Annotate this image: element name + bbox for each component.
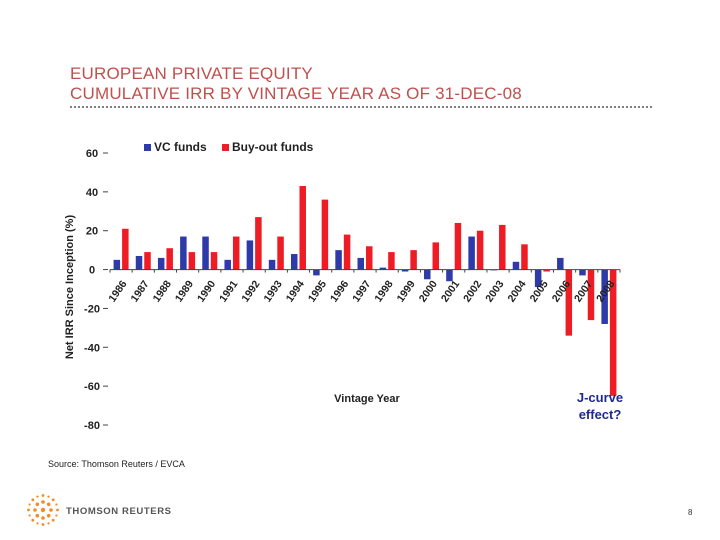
slide-title: EUROPEAN PRIVATE EQUITY CUMULATIVE IRR B… (70, 64, 652, 108)
y-tick-label: 60 (86, 148, 98, 160)
buyout-bar (122, 228, 129, 270)
buyout-bar (476, 230, 484, 270)
page-number: 8 (688, 508, 693, 517)
buyout-bar (609, 269, 617, 396)
x-tick-label: 1992 (239, 278, 262, 304)
legend-label-vc: VC funds (154, 140, 207, 154)
buyout-bar (454, 222, 462, 270)
x-tick-label: 1998 (372, 278, 395, 304)
x-tick-label: 1993 (262, 278, 285, 304)
vc-bar (512, 261, 520, 270)
x-tick-label: 1990 (195, 278, 218, 304)
thomson-reuters-logo-icon (27, 494, 59, 526)
buyout-bar (388, 252, 395, 270)
buyout-bar (188, 252, 196, 270)
x-tick-label: 1986 (106, 278, 129, 304)
x-tick-label: 1988 (151, 278, 174, 304)
legend-swatch-vc (144, 144, 151, 151)
title-line-1: EUROPEAN PRIVATE EQUITY (70, 64, 313, 83)
legend-swatch-buyout (222, 144, 229, 151)
j-curve-annotation: J-curve effect? (577, 390, 623, 422)
buyout-bar (410, 250, 417, 270)
vc-bar (113, 259, 121, 270)
x-tick-label: 1989 (173, 278, 196, 304)
y-tick-label: 20 (86, 226, 98, 238)
x-tick-label: 1996 (328, 278, 351, 304)
y-tick-label: -60 (84, 381, 100, 393)
buyout-bar (144, 252, 151, 270)
x-axis-title: Vintage Year (334, 393, 400, 405)
brand-name: THOMSON REUTERS (66, 506, 172, 517)
legend-label-buyout: Buy-out funds (232, 140, 314, 154)
y-axis-title: Net IRR Since Inception (%) (64, 215, 76, 360)
vc-bar (180, 236, 187, 270)
vc-bar (579, 269, 586, 276)
vc-bar (268, 259, 276, 270)
buyout-bar (587, 269, 595, 321)
buyout-bar (321, 199, 329, 270)
source-note: Source: Thomson Reuters / EVCA (48, 459, 185, 469)
vc-bar (202, 236, 209, 270)
x-tick-label: 2000 (417, 278, 440, 304)
vc-bar (468, 236, 475, 270)
title-line-2: CUMULATIVE IRR BY VINTAGE YEAR AS OF 31-… (70, 84, 522, 103)
buyout-bar (499, 224, 506, 270)
buyout-bar (432, 242, 440, 270)
buyout-bar (565, 269, 573, 336)
vc-bar (290, 254, 298, 270)
vc-bar (357, 257, 364, 270)
vc-bar (424, 269, 431, 280)
buyout-bar (232, 236, 240, 270)
buyout-bar (255, 217, 262, 270)
x-tick-label: 2002 (461, 278, 484, 304)
y-tick-label: -20 (84, 303, 100, 315)
y-tick-label: -40 (84, 342, 100, 354)
x-tick-label: 1997 (350, 278, 373, 304)
buyout-bar (210, 252, 218, 270)
x-tick-label: 1991 (217, 278, 240, 304)
x-tick-label: 2001 (439, 278, 462, 304)
x-tick-label: 2003 (483, 278, 506, 304)
x-tick-label: 2004 (505, 278, 528, 304)
vc-bar (534, 269, 542, 288)
vc-bar (135, 255, 143, 270)
buyout-bar (521, 244, 528, 270)
buyout-bar (277, 236, 284, 270)
buyout-bar (343, 234, 351, 270)
vc-bar (557, 257, 564, 270)
x-tick-label: 1987 (128, 278, 151, 304)
x-tick-label: 1994 (284, 278, 307, 304)
x-tick-label: 2005 (528, 278, 551, 304)
vc-bar (335, 250, 342, 270)
buyout-bar (543, 269, 550, 272)
buyout-bar (366, 246, 373, 270)
vc-bar (246, 240, 254, 270)
buyout-bar (299, 186, 306, 270)
y-tick-label: 40 (86, 187, 98, 199)
vc-bar (401, 269, 409, 272)
vc-bar (313, 269, 320, 276)
x-tick-label: 1999 (395, 278, 418, 304)
vc-bar (224, 259, 231, 270)
vc-bar (446, 269, 453, 282)
vc-bar (379, 267, 387, 270)
y-tick-label: 0 (89, 265, 95, 277)
vc-bar (157, 257, 165, 270)
y-tick-label: -80 (84, 420, 100, 432)
vc-bar (601, 269, 608, 324)
buyout-bar (166, 248, 173, 270)
x-tick-label: 1995 (306, 278, 329, 304)
